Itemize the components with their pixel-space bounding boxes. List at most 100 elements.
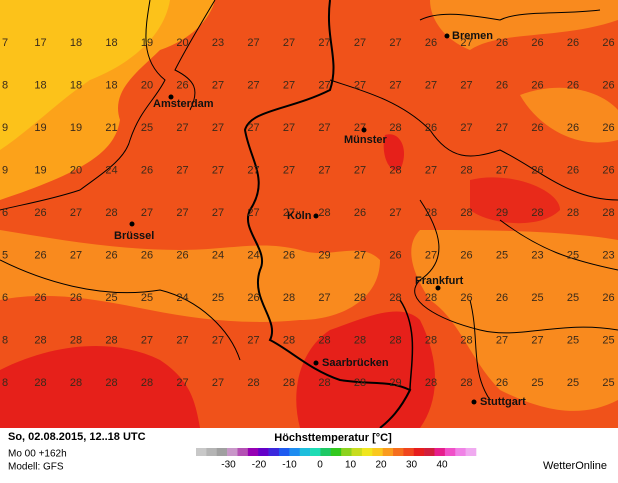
grid-value: 28 xyxy=(105,377,117,389)
model-run: Mo 00 +162h xyxy=(8,449,67,460)
grid-value: 28 xyxy=(425,377,437,389)
city-dot xyxy=(313,213,319,219)
colorbar-swatch xyxy=(434,448,446,456)
colorbar-swatch xyxy=(361,448,373,456)
grid-value: 26 xyxy=(247,292,259,304)
cities: Bremen Amsterdam Münster Brüssel Köln Frankfu… xyxy=(114,30,526,408)
grid-value: 18 xyxy=(105,37,117,49)
city-dot xyxy=(435,285,441,291)
colorbar-swatch xyxy=(247,448,259,456)
grid-value: 28 xyxy=(354,292,366,304)
grid-value: 27 xyxy=(531,334,543,346)
colorbar-swatch xyxy=(237,448,249,456)
grid-value: 28 xyxy=(354,377,366,389)
grid-value: 25 xyxy=(531,377,543,389)
colorbar-swatch xyxy=(216,448,228,456)
grid-value: 26 xyxy=(602,164,614,176)
grid-value: 26 xyxy=(354,207,366,219)
grid-value: 27 xyxy=(283,122,295,134)
grid-value: 26 xyxy=(531,79,543,91)
grid-value: 26 xyxy=(602,292,614,304)
grid-value: 27 xyxy=(70,249,82,261)
grid-value: 20 xyxy=(176,37,188,49)
grid-value: 25 xyxy=(567,249,579,261)
colorbar-label: -10 xyxy=(282,460,297,471)
temp-field xyxy=(411,230,618,411)
colorbar-label: -20 xyxy=(252,460,267,471)
colorbar-swatch xyxy=(424,448,435,456)
city-label: Frankfurt xyxy=(415,275,464,287)
grid-value: 28 xyxy=(425,292,437,304)
brand: WetterOnline xyxy=(543,460,607,472)
grid-value: 26 xyxy=(567,37,579,49)
grid-value: 26 xyxy=(567,164,579,176)
grid-value: 27 xyxy=(212,79,224,91)
border xyxy=(399,299,414,391)
grid-value: 27 xyxy=(496,164,508,176)
colorbar-swatch xyxy=(299,448,311,456)
grid-value: 27 xyxy=(212,207,224,219)
grid-value: 25 xyxy=(105,292,117,304)
grid-value: 26 xyxy=(567,79,579,91)
colorbar-swatch xyxy=(320,448,332,456)
grid-value: 28 xyxy=(283,292,295,304)
grid-value: 26 xyxy=(531,122,543,134)
grid-value: 23 xyxy=(212,37,224,49)
colorbar-swatch xyxy=(278,448,290,456)
grid-value: 18 xyxy=(70,79,82,91)
grid-value: 6 xyxy=(2,207,8,219)
grid-value: 26 xyxy=(389,249,401,261)
grid-value: 27 xyxy=(176,122,188,134)
grid-value: 19 xyxy=(70,122,82,134)
grid-value: 28 xyxy=(389,164,401,176)
grid-value: 28 xyxy=(70,334,82,346)
grid-value: 27 xyxy=(141,334,153,346)
grid-value: 28 xyxy=(567,207,579,219)
grid-value: 27 xyxy=(389,79,401,91)
grid-value: 27 xyxy=(247,79,259,91)
grid-value: 25 xyxy=(141,292,153,304)
grid-value: 28 xyxy=(70,377,82,389)
grid-value: 27 xyxy=(496,334,508,346)
temp-field xyxy=(296,311,435,428)
grid-value: 8 xyxy=(2,79,8,91)
colorbar-label: 20 xyxy=(375,460,387,471)
colorbar-swatch xyxy=(341,448,352,456)
grid-value: 27 xyxy=(318,37,330,49)
grid-value: 28 xyxy=(460,334,472,346)
grid-value: 28 xyxy=(34,377,46,389)
grid-value: 26 xyxy=(531,37,543,49)
grid-value: 8 xyxy=(2,334,8,346)
grid-value: 8 xyxy=(2,377,8,389)
grid-value: 25 xyxy=(567,292,579,304)
coastline xyxy=(0,0,618,401)
grid-value: 17 xyxy=(34,37,46,49)
colorbar-swatch xyxy=(382,448,394,456)
colorbar-swatch xyxy=(393,448,404,456)
grid-value: 27 xyxy=(318,164,330,176)
grid-value: 9 xyxy=(2,122,8,134)
grid-value: 27 xyxy=(496,122,508,134)
value-grid: 7 17 18 18 19 20 23 27 27 27 27 27 26 27 26 26 26 26 8 18 18… xyxy=(2,37,615,389)
city-dot xyxy=(129,221,135,227)
grid-value: 28 xyxy=(318,334,330,346)
grid-value: 18 xyxy=(105,79,117,91)
grid-value: 25 xyxy=(531,292,543,304)
grid-value: 19 xyxy=(141,37,153,49)
grid-value: 27 xyxy=(354,249,366,261)
grid-value: 27 xyxy=(247,334,259,346)
colorbar-swatch xyxy=(227,448,238,456)
grid-value: 27 xyxy=(247,122,259,134)
city-label: Brüssel xyxy=(114,230,154,242)
colorbar-swatch xyxy=(258,448,269,456)
valid-date: So, 02.08.2015, 12..18 UTC xyxy=(8,431,146,443)
grid-value: 26 xyxy=(602,79,614,91)
grid-value: 28 xyxy=(318,207,330,219)
legend-title: Höchsttemperatur [°C] xyxy=(274,432,392,444)
grid-value: 9 xyxy=(2,164,8,176)
grid-value: 26 xyxy=(176,79,188,91)
grid-value: 26 xyxy=(531,164,543,176)
grid-value: 27 xyxy=(283,37,295,49)
grid-value: 28 xyxy=(389,292,401,304)
